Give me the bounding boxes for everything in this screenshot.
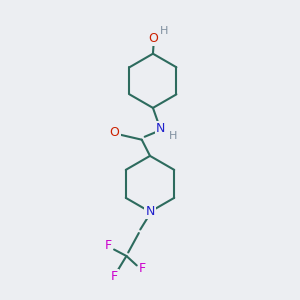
Text: F: F [139, 262, 146, 275]
Text: H: H [160, 26, 168, 36]
Text: O: O [110, 126, 120, 139]
Text: O: O [148, 32, 158, 45]
Text: F: F [110, 269, 118, 283]
Text: N: N [145, 205, 155, 218]
Text: N: N [156, 122, 165, 135]
Text: F: F [105, 239, 112, 253]
Text: H: H [169, 131, 177, 141]
